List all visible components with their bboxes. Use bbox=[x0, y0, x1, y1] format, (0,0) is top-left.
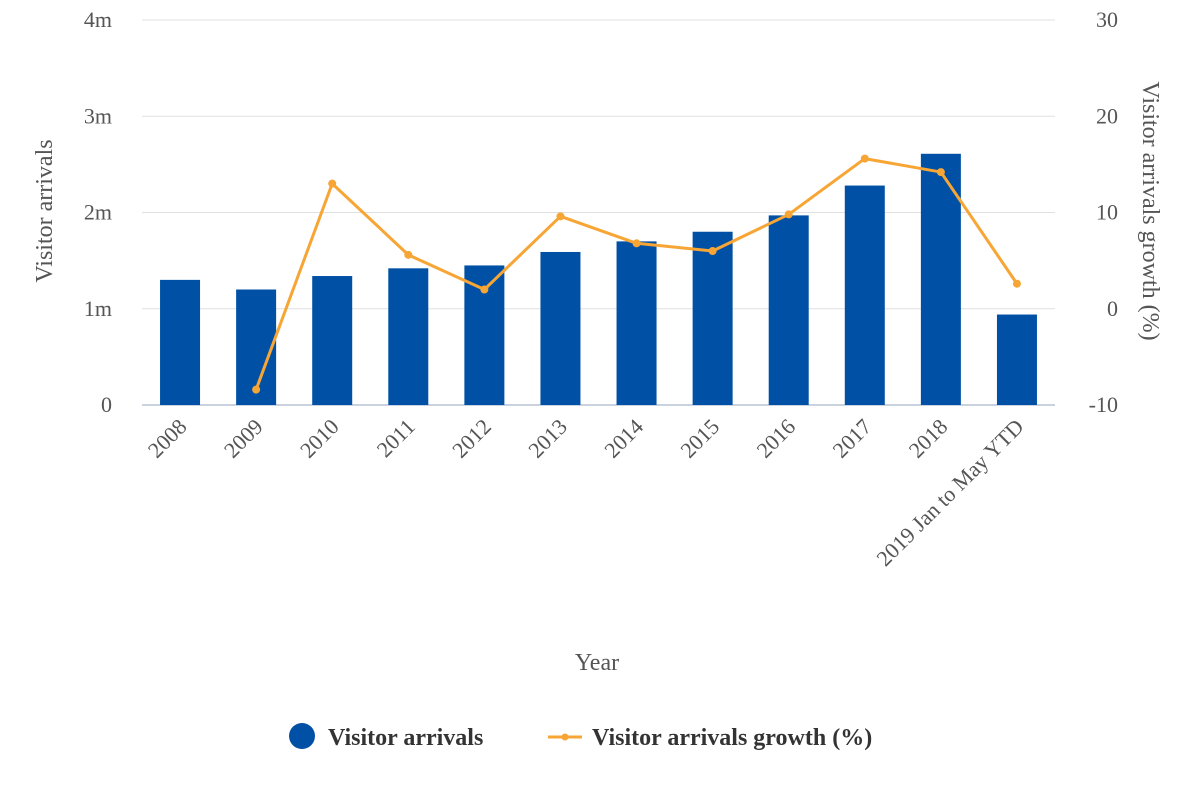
legend: Visitor arrivals Visitor arrivals growth… bbox=[289, 723, 872, 751]
line-series-visitor-arrivals-growth bbox=[252, 154, 1021, 394]
left-tick-label: 3m bbox=[84, 103, 112, 128]
right-tick-label: 30 bbox=[1096, 7, 1118, 32]
legend-line-marker bbox=[561, 733, 569, 741]
x-tick-label: 2012 bbox=[447, 414, 496, 463]
point-2013 bbox=[556, 212, 565, 221]
left-tick-label: 2m bbox=[84, 200, 112, 225]
point-2016 bbox=[784, 210, 793, 219]
bar-2016 bbox=[768, 215, 809, 405]
point-2009 bbox=[252, 385, 261, 394]
gridlines bbox=[142, 19, 1055, 406]
x-axis-title: Year bbox=[575, 650, 619, 676]
x-tick-label: 2010 bbox=[295, 414, 344, 463]
x-tick-label: 2015 bbox=[675, 414, 724, 463]
bar-series-visitor-arrivals bbox=[160, 153, 1037, 405]
point-2014 bbox=[632, 239, 641, 248]
bar-2013 bbox=[540, 251, 581, 405]
bar-2019-jan-to-may-ytd bbox=[996, 314, 1037, 405]
right-axis-title: Visitor arrivals growth (%) bbox=[1137, 81, 1163, 340]
right-tick-label: -10 bbox=[1089, 392, 1118, 417]
bar-2014 bbox=[616, 241, 657, 405]
x-axis-ticks: 2008 2009 2010 2011 2012 2013 2014 2015 2016 2017… bbox=[143, 414, 1029, 571]
x-tick-label: 2019 Jan to May YTD bbox=[871, 414, 1028, 571]
right-tick-label: 0 bbox=[1107, 296, 1118, 321]
bar-2015 bbox=[692, 231, 733, 405]
left-axis-ticks: 0 1m 2m 3m 4m bbox=[84, 7, 112, 417]
left-axis-title: Visitor arrivals bbox=[32, 139, 58, 282]
x-tick-label: 2017 bbox=[828, 414, 877, 463]
point-2018 bbox=[936, 168, 945, 177]
bar-2017 bbox=[844, 185, 885, 405]
x-tick-label: 2008 bbox=[143, 414, 192, 463]
left-tick-label: 0 bbox=[101, 392, 112, 417]
left-tick-label: 4m bbox=[84, 7, 112, 32]
right-axis-ticks: -10 0 10 20 30 bbox=[1089, 7, 1118, 417]
bar-2008 bbox=[160, 279, 201, 405]
bar-2011 bbox=[388, 268, 429, 405]
point-2015 bbox=[708, 247, 717, 255]
right-tick-label: 10 bbox=[1096, 200, 1118, 225]
x-tick-label: 2011 bbox=[372, 414, 420, 462]
legend-line-label: Visitor arrivals growth (%) bbox=[592, 725, 872, 751]
point-2012 bbox=[480, 285, 489, 294]
x-tick-label: 2016 bbox=[751, 414, 800, 463]
bar-2018 bbox=[920, 153, 961, 405]
x-tick-label: 2009 bbox=[219, 414, 268, 463]
point-2017 bbox=[860, 154, 869, 163]
x-tick-label: 2013 bbox=[523, 414, 572, 463]
legend-bar-label: Visitor arrivals bbox=[328, 725, 483, 751]
x-tick-label: 2018 bbox=[904, 414, 953, 463]
point-2011 bbox=[404, 250, 413, 259]
bar-2010 bbox=[312, 276, 353, 405]
point-2019-jan-to-may-ytd bbox=[1012, 279, 1021, 288]
legend-bar-swatch bbox=[289, 723, 315, 749]
point-2010 bbox=[328, 179, 337, 188]
left-tick-label: 1m bbox=[84, 296, 112, 321]
right-tick-label: 20 bbox=[1096, 103, 1118, 128]
x-tick-label: 2014 bbox=[599, 414, 648, 463]
